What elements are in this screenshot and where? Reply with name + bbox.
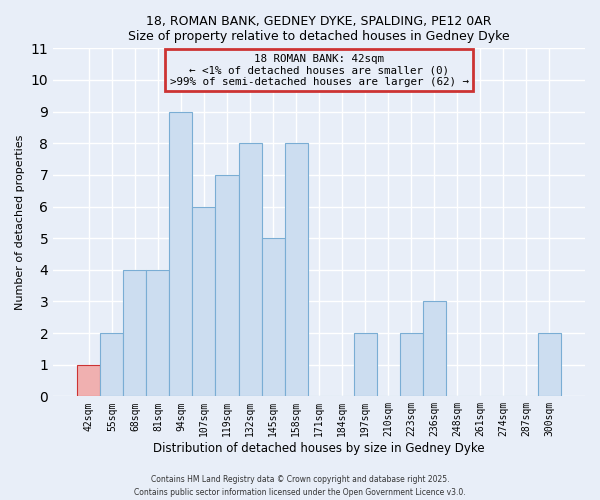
Bar <box>215 175 239 396</box>
Bar <box>353 333 377 396</box>
Bar <box>284 143 308 397</box>
Text: Contains HM Land Registry data © Crown copyright and database right 2025.: Contains HM Land Registry data © Crown c… <box>151 476 449 484</box>
Bar <box>400 333 422 396</box>
Bar <box>124 270 146 396</box>
Y-axis label: Number of detached properties: Number of detached properties <box>15 134 25 310</box>
Bar <box>262 238 284 396</box>
Title: 18, ROMAN BANK, GEDNEY DYKE, SPALDING, PE12 0AR
Size of property relative to det: 18, ROMAN BANK, GEDNEY DYKE, SPALDING, P… <box>128 15 510 43</box>
Bar <box>100 333 124 396</box>
Bar <box>538 333 561 396</box>
X-axis label: Distribution of detached houses by size in Gedney Dyke: Distribution of detached houses by size … <box>153 442 485 455</box>
Bar <box>239 143 262 397</box>
Bar <box>146 270 169 396</box>
Bar <box>77 364 100 396</box>
Bar <box>193 206 215 396</box>
Text: 18 ROMAN BANK: 42sqm
← <1% of detached houses are smaller (0)
>99% of semi-detac: 18 ROMAN BANK: 42sqm ← <1% of detached h… <box>170 54 469 87</box>
Bar <box>169 112 193 397</box>
Bar <box>422 302 446 396</box>
Text: Contains public sector information licensed under the Open Government Licence v3: Contains public sector information licen… <box>134 488 466 497</box>
